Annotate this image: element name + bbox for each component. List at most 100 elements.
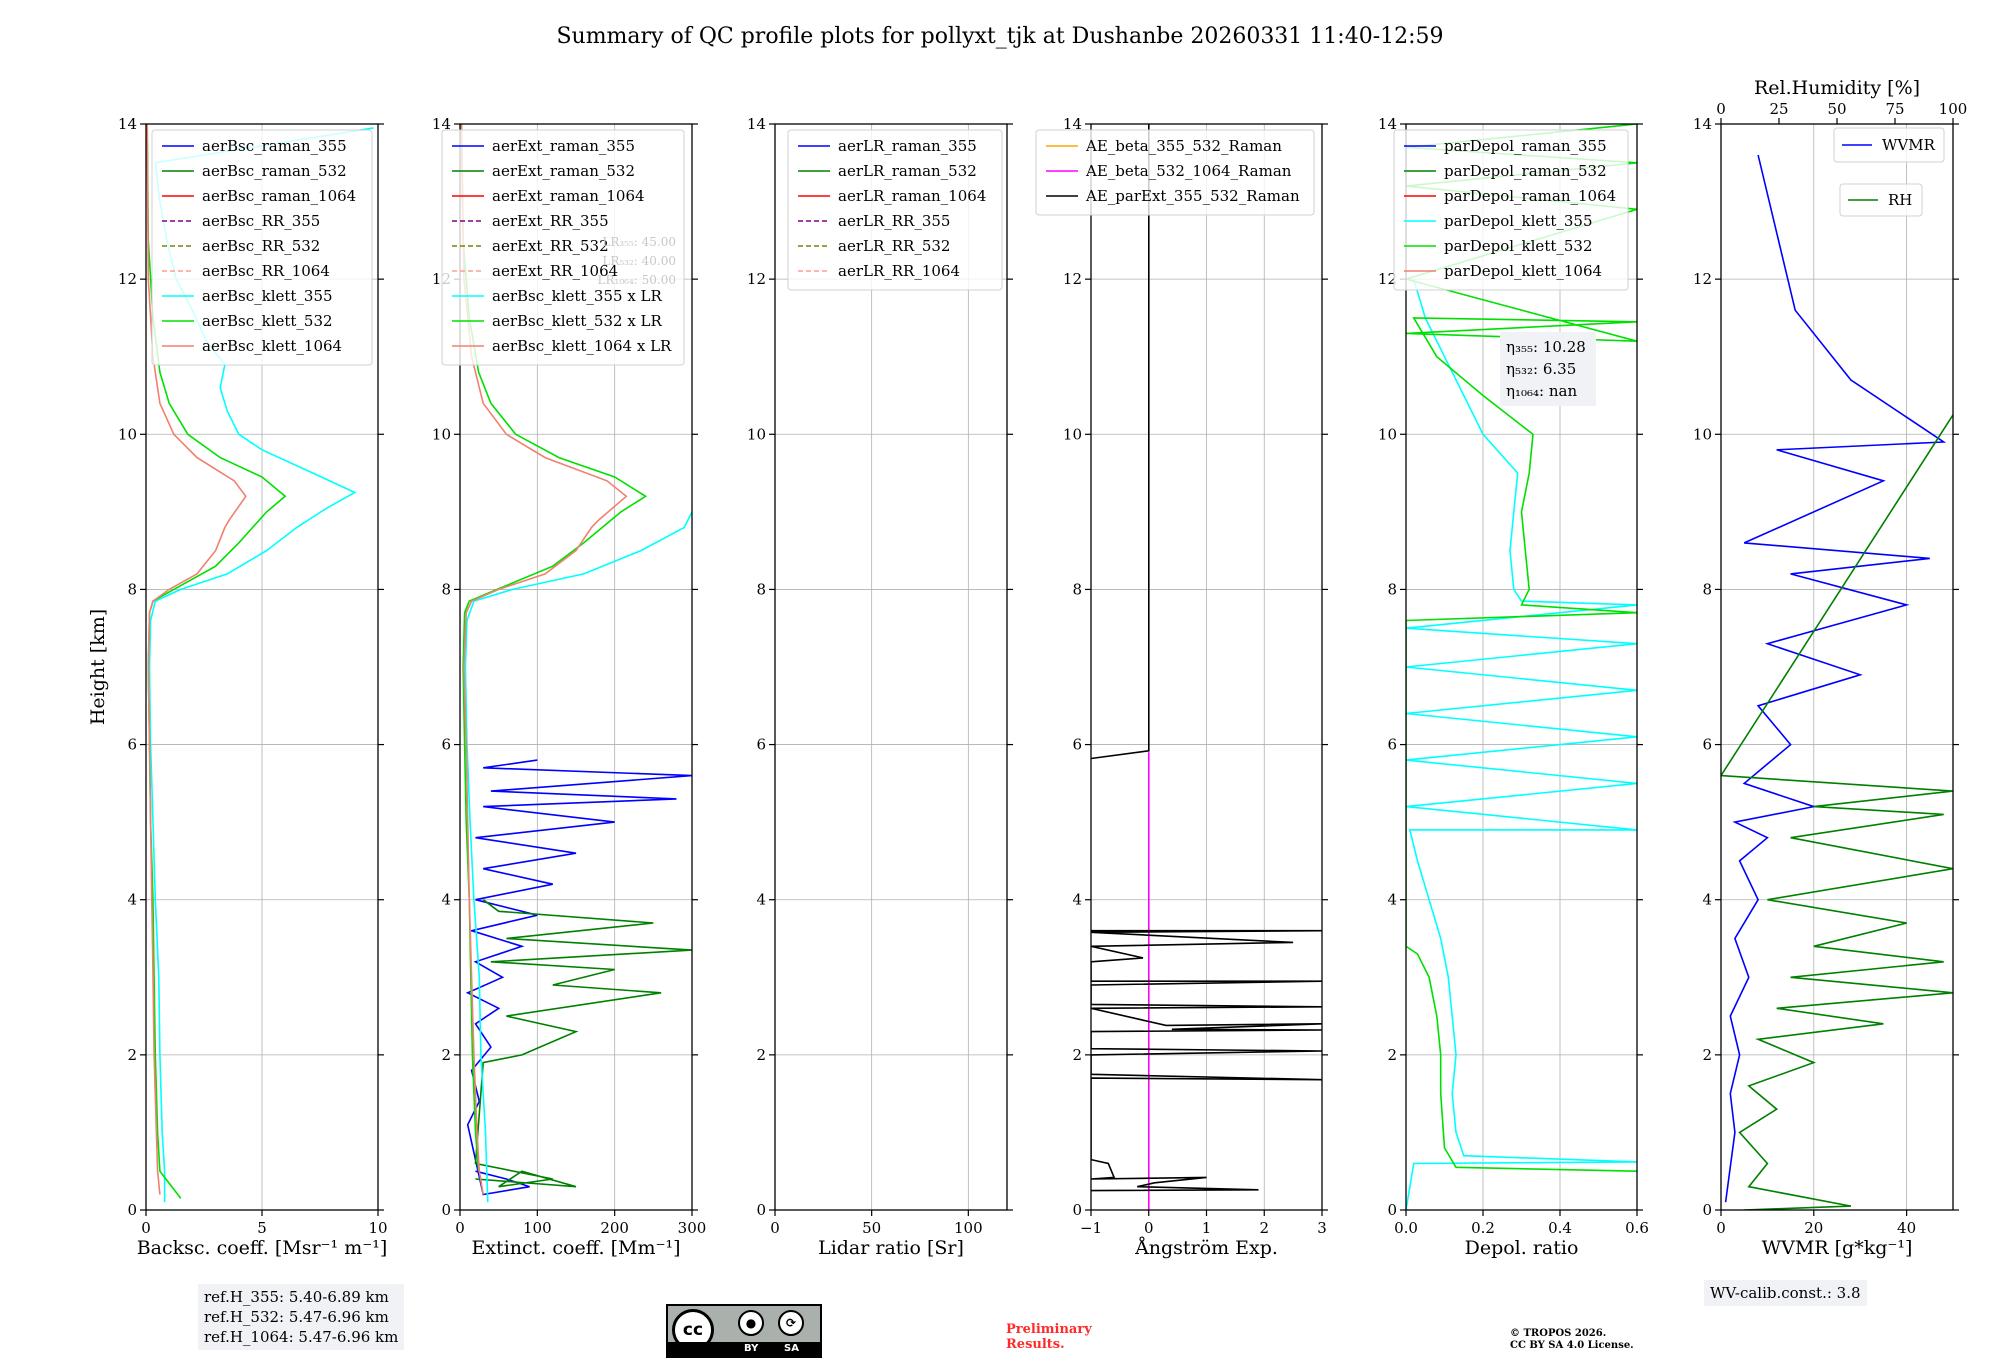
y-tick-label: 10: [432, 425, 451, 443]
x-axis-label: WVMR [g*kg⁻¹]: [1762, 1237, 1913, 1259]
x-axis-label: Ångström Exp.: [1134, 1237, 1278, 1259]
axes-frame: [1405, 123, 1638, 1211]
refheight-532: ref.H_532: 5.47-6.96 km: [204, 1308, 389, 1326]
x-tick-label: 0: [455, 1219, 465, 1237]
y-tick-label: 10: [1063, 425, 1082, 443]
preliminary-line-1: Preliminary: [1006, 1322, 1092, 1337]
y-tick-label: 8: [1387, 580, 1397, 598]
y-tick-label: 10: [1378, 425, 1397, 443]
cc-license-badge: cc ● ⟳ BY SA: [666, 1304, 822, 1358]
x-tick-label: 0.4: [1548, 1219, 1572, 1237]
legend-label: aerBsc_raman_1064: [202, 187, 356, 205]
legend-label: aerBsc_klett_532 x LR: [492, 312, 663, 330]
legend-box: [151, 129, 373, 366]
x-tick-label: 0.0: [1394, 1219, 1418, 1237]
x-tick-label: 100: [954, 1219, 983, 1237]
y-tick-label: 4: [756, 891, 766, 909]
legend-label: aerLR_RR_1064: [838, 262, 960, 280]
x-tick-label: 10: [368, 1219, 387, 1237]
cc-by-label: BY: [744, 1343, 759, 1354]
legend-label: parDepol_raman_355: [1444, 137, 1607, 155]
legend-box: [787, 129, 1003, 291]
cc-badge-band: [668, 1342, 820, 1356]
copyright-line-1: © TROPOS 2026.: [1510, 1328, 1607, 1339]
y-tick-label: 8: [1702, 580, 1712, 598]
legend-label: aerBsc_raman_355: [202, 137, 347, 155]
x-axis-label: Depol. ratio: [1465, 1237, 1579, 1259]
legend-box: [1833, 127, 1945, 163]
figure-title: Summary of QC profile plots for pollyxt_…: [556, 24, 1443, 49]
legend-label: aerBsc_klett_355: [202, 287, 333, 305]
panel-lidar-ratio: 0 50 100 0 2 4 6 8 10 12 14 Lidar ratio [Sr] aerLR_r…: [747, 115, 1013, 1259]
legend-label: aerBsc_klett_532: [202, 312, 333, 330]
legend-label: aerLR_raman_355: [838, 137, 977, 155]
preliminary-line-2: Results.: [1006, 1337, 1065, 1352]
lidar-ratio-note: LR₅₃₂: 40.00: [602, 254, 676, 268]
x-tick-label: 0.6: [1625, 1219, 1649, 1237]
wv-calibration-text: WV-calib.const.: 3.8: [1710, 1284, 1861, 1302]
legend-box: [1393, 129, 1629, 291]
x-tick-label: 2: [1259, 1219, 1269, 1237]
preliminary-results-note: Preliminary Results.: [1006, 1322, 1092, 1352]
legend-label: aerExt_RR_1064: [492, 262, 618, 280]
series-line-ae-parext-355-532-raman-lower-: [1091, 929, 1322, 1192]
y-tick-label: 14: [432, 115, 451, 133]
series-line-aerbsc-klett-532: [146, 124, 287, 1199]
top-x-tick-label: 0: [1716, 100, 1726, 118]
y-tick-label: 12: [1693, 270, 1712, 288]
series-group: [460, 124, 692, 1203]
legend-label: AE_beta_532_1064_Raman: [1085, 162, 1292, 180]
top-x-tick-label: 25: [1769, 100, 1788, 118]
y-tick-label: 12: [1063, 270, 1082, 288]
x-tick-label: 20: [1804, 1219, 1823, 1237]
y-tick-label: 14: [1063, 115, 1082, 133]
x-tick-label: 0: [1716, 1219, 1726, 1237]
eta-box: [1500, 332, 1596, 406]
legend-label: aerBsc_RR_355: [202, 212, 320, 230]
top-x-tick-label: 50: [1827, 100, 1846, 118]
legend-label: aerBsc_raman_532: [202, 162, 347, 180]
series-group: [1721, 154, 1953, 1210]
top-x-axis-label: Rel.Humidity [%]: [1754, 77, 1920, 99]
legend-box: [1839, 183, 1923, 217]
x-tick-label: 1: [1202, 1219, 1212, 1237]
panel-backscatter: 0 5 10 0 2 4 6 8 10 12 14 Backsc. coeff. [Msr⁻¹ m⁻¹…: [87, 115, 388, 1259]
legend-label: aerBsc_RR_1064: [202, 262, 330, 280]
legend-label: aerLR_raman_532: [838, 162, 977, 180]
top-x-tick-label: 100: [1939, 100, 1968, 118]
y-tick-label: 14: [747, 115, 766, 133]
y-tick-label: 0: [1072, 1201, 1082, 1219]
eta-value: η₁₀₆₄: nan: [1506, 382, 1577, 400]
x-tick-label: 0.2: [1471, 1219, 1495, 1237]
reference-heights-box: ref.H_355: 5.40-6.89 km ref.H_532: 5.47-…: [198, 1284, 405, 1350]
legend-label: aerExt_RR_355: [492, 212, 609, 230]
y-tick-label: 14: [1378, 115, 1397, 133]
y-tick-label: 12: [747, 270, 766, 288]
eta-value: η₅₃₂: 6.35: [1506, 360, 1576, 378]
x-tick-label: 0: [141, 1219, 151, 1237]
y-tick-label: 2: [127, 1046, 137, 1064]
y-tick-label: 8: [441, 580, 451, 598]
y-tick-label: 4: [1072, 891, 1082, 909]
legend-label: aerExt_raman_532: [492, 162, 635, 180]
y-tick-label: 0: [1702, 1201, 1712, 1219]
x-tick-label: 3: [1317, 1219, 1327, 1237]
y-tick-label: 6: [441, 736, 451, 754]
y-tick-label: 14: [1693, 115, 1712, 133]
x-tick-label: 50: [862, 1219, 881, 1237]
y-tick-label: 6: [127, 736, 137, 754]
top-x-tick-label: 75: [1885, 100, 1904, 118]
eta-value: η₃₅₅: 10.28: [1506, 338, 1586, 356]
y-tick-label: 10: [118, 425, 137, 443]
y-tick-label: 4: [1702, 891, 1712, 909]
y-tick-label: 8: [756, 580, 766, 598]
y-tick-label: 2: [1072, 1046, 1082, 1064]
refheight-1064: ref.H_1064: 5.47-6.96 km: [204, 1328, 399, 1346]
cc-sa-label: SA: [784, 1343, 799, 1354]
wv-calibration-box: WV-calib.const.: 3.8: [1704, 1280, 1867, 1306]
legend-label: parDepol_raman_1064: [1444, 187, 1616, 205]
y-tick-label: 14: [118, 115, 137, 133]
axes-frame: [459, 123, 693, 1211]
x-tick-label: 200: [600, 1219, 629, 1237]
person-icon: ●: [738, 1310, 764, 1336]
